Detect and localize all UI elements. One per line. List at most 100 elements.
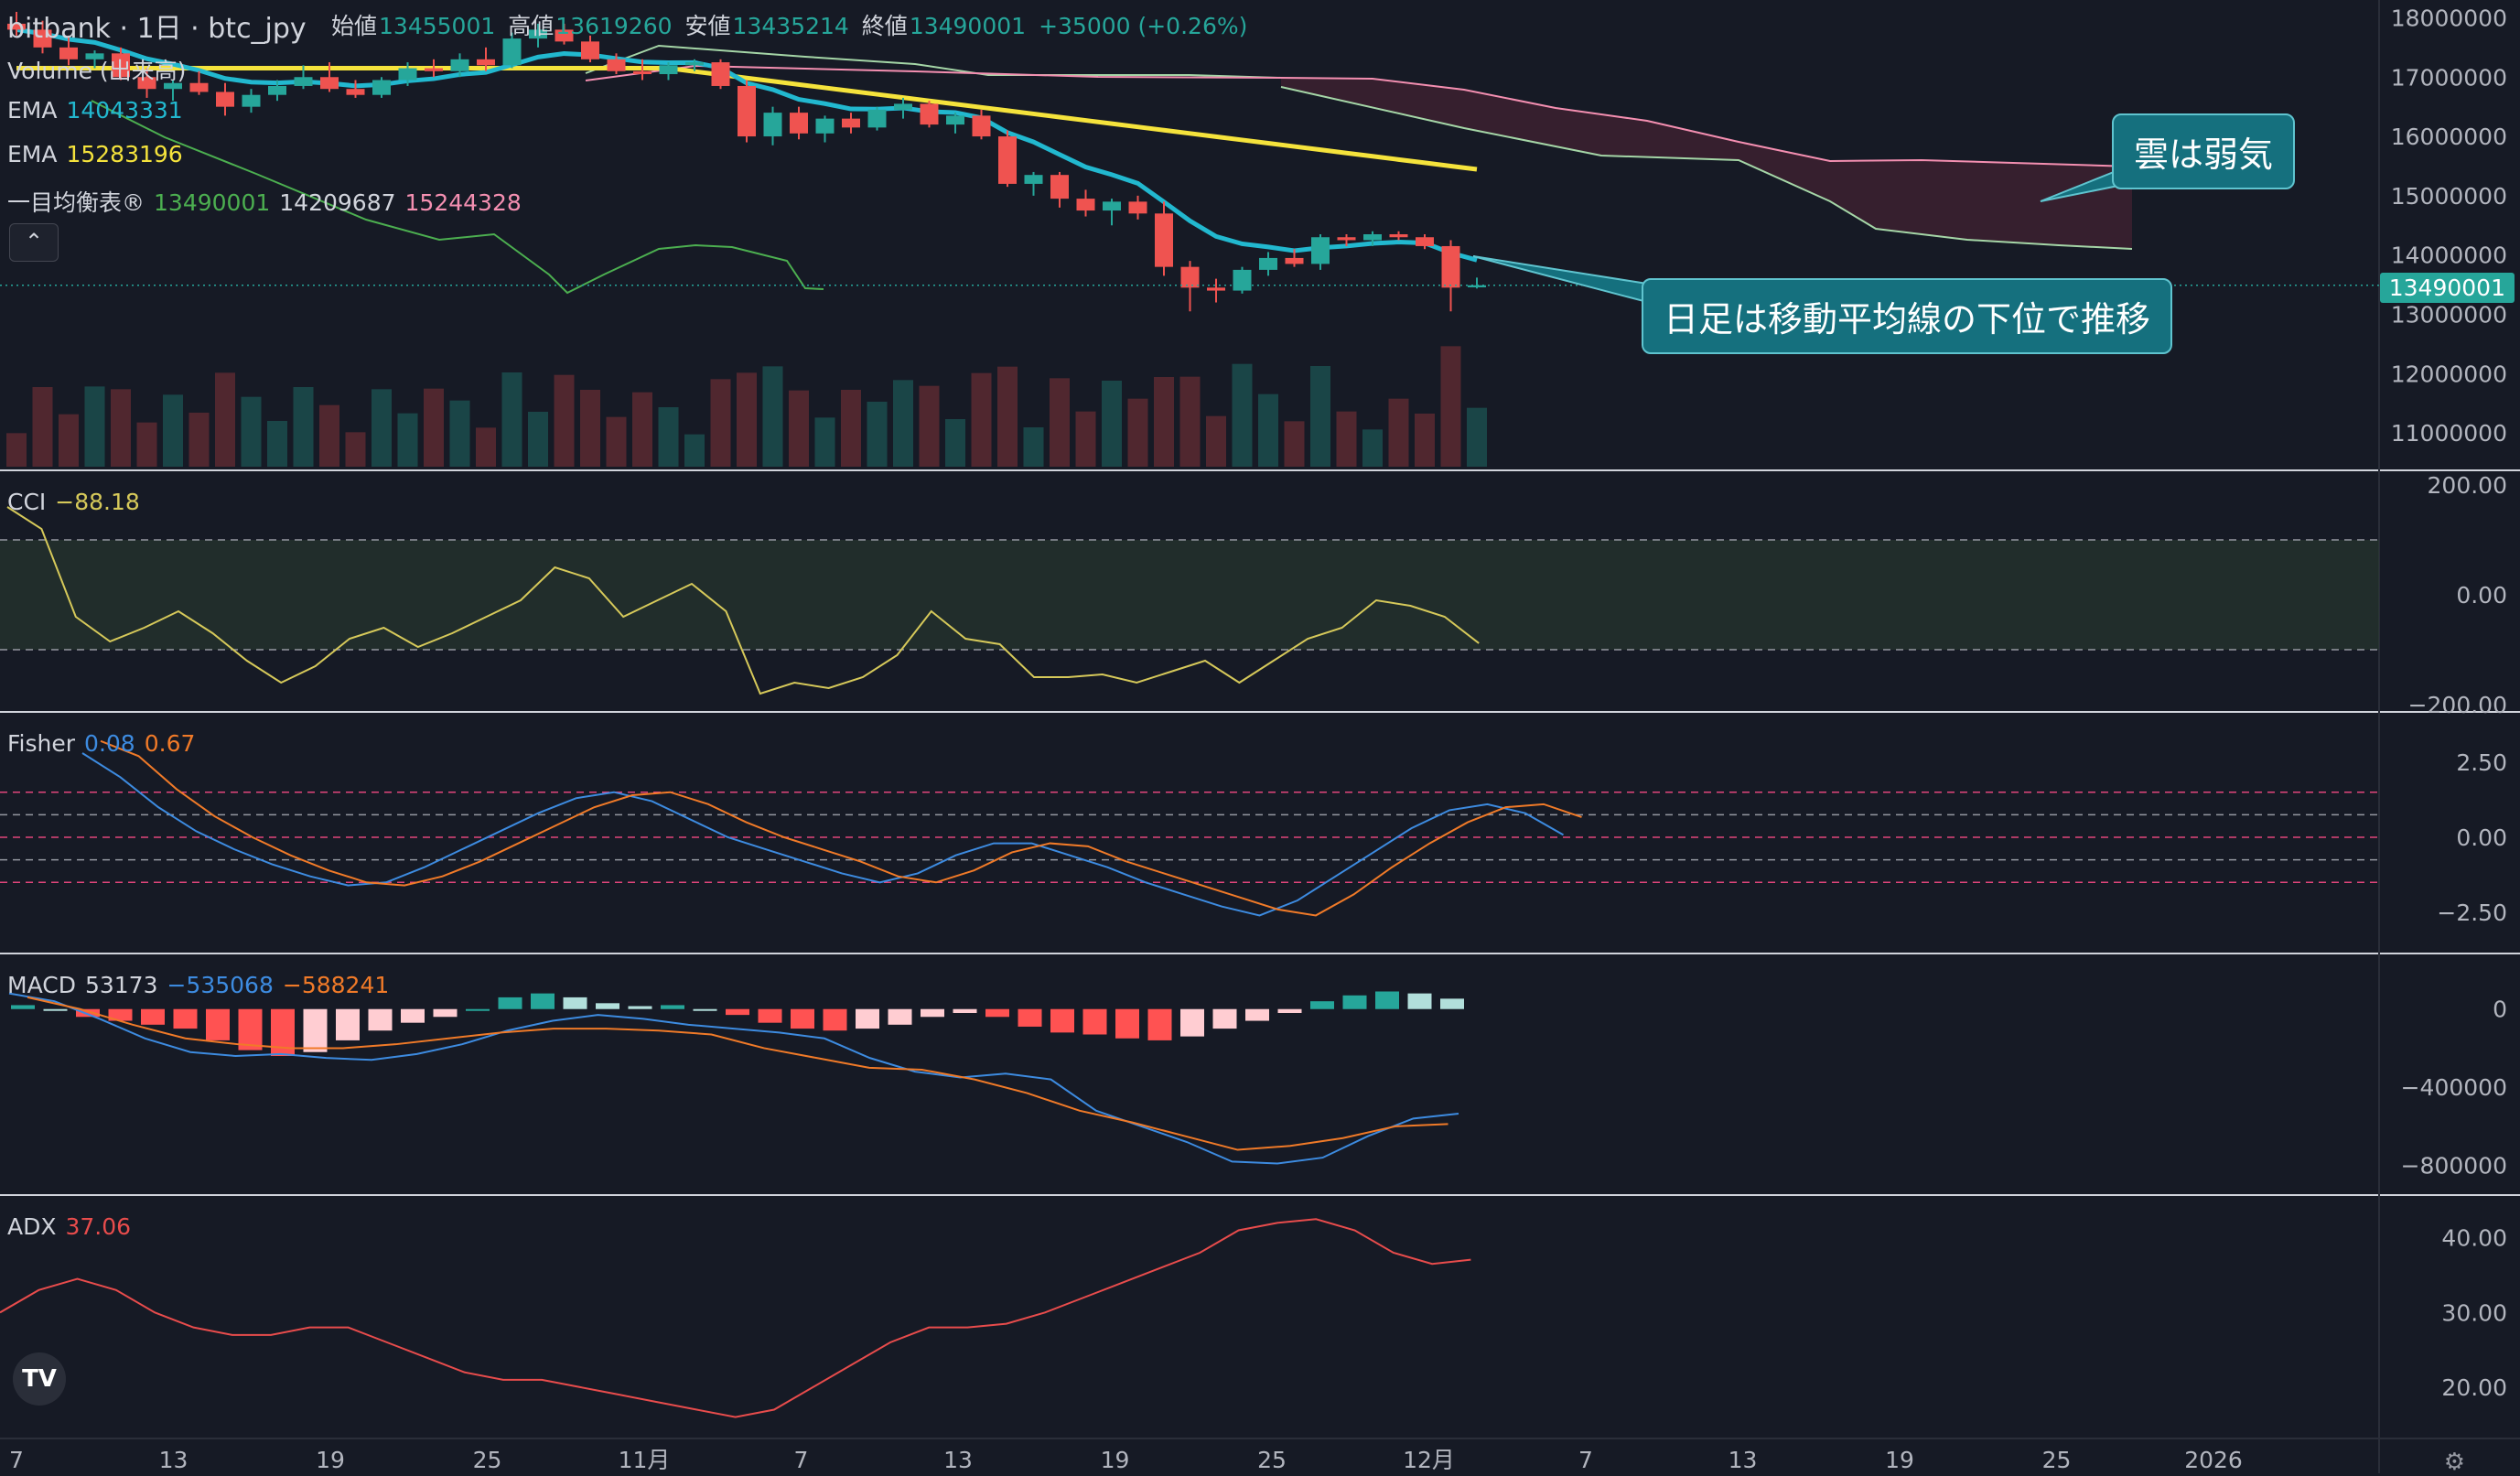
macd-histogram-bar — [1407, 993, 1432, 1009]
ema-fast-line — [16, 27, 1478, 263]
macd-histogram-bar — [76, 1008, 100, 1018]
ohlc-key: 始値 — [331, 13, 378, 39]
legend-macd[interactable]: MACD 53173 −535068 −588241 — [7, 972, 390, 998]
legend-fisher[interactable]: Fisher 0.08 0.67 — [7, 730, 196, 757]
macd-histogram-bar — [466, 1008, 490, 1011]
macd-histogram-bar — [693, 1008, 717, 1011]
legend-adx[interactable]: ADX 37.06 — [7, 1213, 132, 1240]
ohlc-readout: 始値13455001 高値13619260 安値13435214 終値13490001… — [331, 8, 1260, 41]
candle-body — [1259, 257, 1277, 270]
time-axis-tick: 25 — [2042, 1447, 2072, 1473]
macd-histogram-bar — [108, 1008, 133, 1021]
candle-body — [477, 59, 495, 66]
callout-below-moving-average: 日足は移動平均線の下位で推移 — [1642, 278, 2173, 354]
adx-line — [0, 1218, 1471, 1418]
settings-icon[interactable]: ⚙ — [2443, 1448, 2465, 1475]
macd-histogram-bar — [1375, 991, 1399, 1009]
macd-histogram-bar — [1310, 1001, 1334, 1009]
volume-bar — [1388, 398, 1409, 467]
volume-bar — [241, 396, 262, 467]
candle-body — [1311, 237, 1330, 264]
fisher-trigger-line — [100, 739, 1582, 917]
volume-bar — [658, 407, 679, 467]
collapse-legend-button[interactable]: ⌃ — [9, 223, 59, 262]
candle-body — [59, 47, 78, 59]
macd-axis-tick: −400000 — [2401, 1074, 2507, 1101]
macd-histogram-bar — [791, 1008, 814, 1029]
volume-bar — [188, 413, 210, 467]
volume-bar — [1075, 411, 1096, 467]
callout-cloud-bearish: 雲は弱気 — [2112, 113, 2296, 189]
volume-bar — [1050, 378, 1070, 467]
volume-bar — [136, 422, 157, 467]
macd-histogram-bar — [531, 993, 555, 1009]
macd-histogram-bar — [596, 1003, 619, 1009]
ohlc-value: 13490001 — [909, 13, 1027, 39]
macd-histogram-bar — [173, 1008, 198, 1029]
volume-bar — [971, 372, 992, 467]
volume-bar — [32, 387, 53, 467]
chart-title: bitbank · 1日 · btc_jpy — [7, 13, 307, 45]
candle-body — [1050, 175, 1069, 199]
volume-bar — [1206, 415, 1226, 467]
macd-histogram-bar — [1440, 998, 1464, 1009]
macd-signal-line — [27, 996, 1448, 1151]
macd-histogram-bar — [11, 1005, 35, 1009]
cci-axis-tick: −200.00 — [2408, 692, 2507, 718]
time-axis-tick: 12月 — [1403, 1447, 1455, 1473]
macd-histogram-bar — [1147, 1008, 1172, 1040]
volume-bar — [1440, 346, 1461, 467]
time-axis-tick: 11月 — [619, 1447, 671, 1473]
candle-body — [1441, 245, 1460, 288]
volume-bar — [397, 413, 418, 467]
macd-histogram-bar — [888, 1008, 912, 1025]
legend-ichimoku[interactable]: 一目均衡表® 13490001 14209687 15244328 — [7, 189, 522, 216]
candle-body — [1337, 237, 1356, 241]
candle-body — [1233, 269, 1252, 291]
candle-body — [685, 62, 704, 66]
macd-histogram-bar — [1245, 1008, 1269, 1021]
macd-histogram-bar — [238, 1008, 263, 1050]
legend-ema-fast[interactable]: EMA 14043331 — [7, 97, 183, 124]
legend-volume[interactable]: Volume (出来高) — [7, 58, 187, 84]
macd-histogram-bar — [1115, 1008, 1139, 1039]
callout-pointer-trend — [1472, 255, 1648, 304]
macd-histogram-bar — [856, 1008, 879, 1029]
volume-bar — [919, 385, 940, 467]
ohlc-key: 終値 — [861, 13, 908, 39]
ohlc-key: 安値 — [684, 13, 731, 39]
volume-bar — [449, 400, 470, 467]
macd-histogram-bar — [303, 1008, 328, 1052]
candle-body — [738, 85, 756, 137]
candle-body — [398, 68, 417, 81]
volume-bar — [997, 366, 1018, 467]
candle-body — [1389, 234, 1408, 238]
volume-bar — [293, 387, 314, 467]
tradingview-logo[interactable]: TV — [13, 1352, 66, 1406]
legend-ema-slow[interactable]: EMA 15283196 — [7, 141, 183, 167]
candle-body — [1103, 201, 1121, 211]
macd-histogram-bar — [628, 1006, 652, 1009]
candle-body — [1024, 175, 1043, 184]
macd-histogram-bar — [1212, 1008, 1237, 1029]
volume-bar — [1127, 398, 1148, 467]
candle-body — [659, 65, 678, 75]
ohlc-value: +35000 (+0.26%) — [1039, 13, 1248, 39]
candle-body — [607, 59, 626, 71]
ichimoku-span-a-hist — [585, 44, 1282, 79]
time-axis-tick: 19 — [1101, 1447, 1130, 1473]
cci-band — [0, 540, 2379, 650]
ichimoku-span-a — [1280, 86, 2133, 250]
macd-histogram-bar — [661, 1005, 684, 1009]
volume-bar — [6, 433, 27, 467]
volume-bar — [163, 394, 183, 467]
volume-bar — [762, 366, 783, 467]
adx-axis-tick: 30.00 — [2441, 1299, 2507, 1326]
adx-axis-tick: 20.00 — [2441, 1374, 2507, 1401]
legend-cci[interactable]: CCI −88.18 — [7, 489, 140, 515]
volume-bar — [111, 389, 131, 467]
ohlc-value: 13619260 — [555, 13, 673, 39]
price-axis-tick: 16000000 — [2391, 124, 2507, 150]
fisher-axis-tick: 2.50 — [2456, 749, 2507, 776]
